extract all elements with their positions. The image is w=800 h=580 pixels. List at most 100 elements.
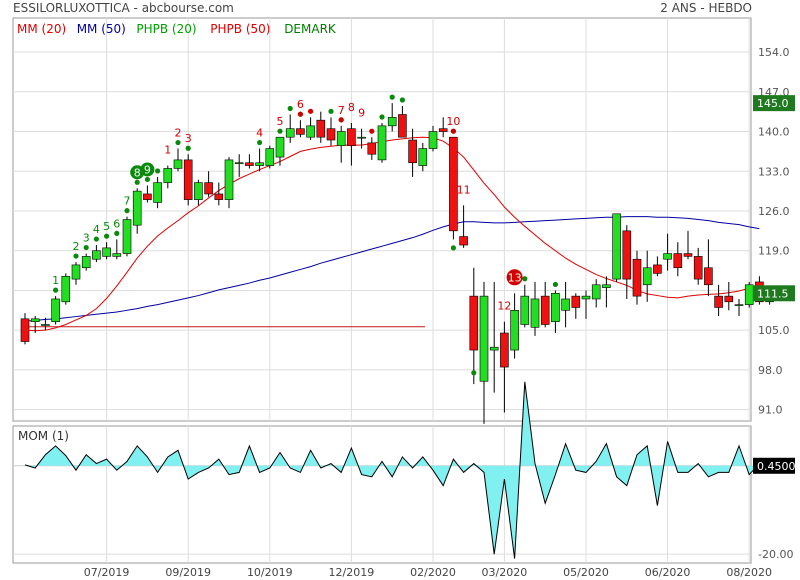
demark-count-red: 11 (457, 183, 471, 196)
phpb-dot-green (175, 139, 181, 146)
legend: MM (20) MM (50) PHPB (20) PHPB (50) DEMARK (17, 22, 337, 36)
candle-body (398, 114, 407, 138)
candle-body (489, 346, 499, 351)
candle-body (581, 295, 591, 300)
demark-count-green: 2 (73, 240, 80, 253)
demark-count-circle (506, 269, 523, 286)
phpb-dot-red (308, 108, 314, 114)
candle-body (438, 128, 448, 132)
x-tick-label: 07/2019 (84, 566, 130, 579)
price-tick-label: 91.0 (758, 404, 783, 417)
price-tick-label: 126.0 (758, 205, 790, 218)
candle-body (459, 236, 468, 246)
momentum-tag (753, 457, 795, 474)
phpb-dot-green (93, 236, 99, 242)
candle-body (102, 247, 111, 257)
candle-body (20, 318, 30, 342)
phpb-dot-red (369, 128, 375, 134)
phpb-dot-red (297, 111, 303, 117)
demark-count-red: 5 (277, 115, 284, 128)
candle-body (173, 159, 183, 169)
candle-body (357, 136, 366, 139)
candle-body (61, 275, 71, 303)
candle-body (92, 250, 101, 260)
candle-body (714, 295, 723, 308)
demark-count-green: 4 (93, 223, 100, 236)
x-tick-label: 10/2019 (247, 566, 293, 579)
candle-body (428, 131, 438, 149)
candle-body (724, 295, 734, 303)
chart-title: ESSILORLUXOTTICA - abcbourse.com (13, 1, 234, 15)
candle-body (112, 253, 122, 257)
candle-body (734, 304, 744, 306)
demark-count-red: 9 (358, 107, 365, 120)
phpb-dot-green (104, 233, 110, 239)
period-label: 2 ANS - HEBDO (660, 1, 752, 15)
price-tick-label: 154.0 (758, 46, 790, 59)
phpb-dot-red (450, 128, 456, 134)
demark-count-red: 2 (175, 127, 182, 140)
price-tick-label: 133.0 (758, 165, 790, 178)
momentum-label: MOM (1) (18, 429, 69, 443)
phpb-dot-green (155, 168, 161, 174)
demark-count-red: 3 (185, 132, 192, 145)
phpb-dot-green (257, 139, 263, 146)
price-tick-label: 140.0 (758, 126, 790, 139)
demark-count-green: 9 (144, 163, 151, 176)
candle-body (449, 136, 458, 232)
candle-body (571, 295, 581, 308)
candle-body (245, 162, 254, 166)
legend-entry: PHPB (20) (136, 22, 196, 36)
momentum-tick-label: -20.00 (758, 548, 793, 561)
candle-body (204, 182, 213, 195)
demark-count-red: 1 (164, 144, 171, 157)
candle-body (336, 131, 346, 147)
candle-body (612, 213, 621, 280)
x-tick-label: 06/2020 (645, 566, 691, 579)
candle-body (663, 253, 672, 260)
candle-body (132, 190, 142, 226)
demark-count-red: 10 (446, 115, 460, 128)
legend-entry: MM (50) (77, 22, 126, 36)
momentum-panel (12, 425, 752, 564)
candle-body (520, 295, 530, 325)
candle-body (71, 264, 81, 280)
candle-body (183, 159, 193, 200)
demark-count-red: 8 (348, 101, 355, 114)
candle-body (194, 182, 203, 200)
phpb-dot-green (124, 208, 130, 214)
candle-body (540, 295, 550, 325)
demark-count-green: 5 (103, 220, 110, 233)
candle-body (81, 256, 91, 269)
demark-count-green: 8 (134, 166, 141, 179)
candle-body (693, 256, 703, 280)
candle-body (347, 128, 356, 147)
phpb-dot-green (389, 94, 395, 100)
legend-entry: MM (20) (17, 22, 66, 36)
candle-body (163, 168, 173, 183)
x-tick-label: 02/2020 (410, 566, 456, 579)
candle-body (306, 125, 315, 138)
candle-body (653, 264, 662, 274)
phpb-dot-green (73, 253, 79, 259)
candle-body (530, 298, 540, 328)
demark-count-green: 6 (113, 217, 120, 230)
price-tick-label: 105.0 (758, 324, 790, 337)
candle-body (387, 117, 397, 127)
demark-count-circle (140, 162, 155, 177)
candle-body (51, 298, 60, 322)
candle-body (214, 193, 224, 200)
candle-body (367, 142, 377, 155)
price-tick-label: 119.0 (758, 245, 790, 258)
x-tick-label: 09/2019 (165, 566, 211, 579)
phpb-dot-red (338, 117, 344, 123)
candle-body (591, 284, 601, 300)
candle-body (224, 159, 234, 200)
x-tick-label: 05/2020 (563, 566, 609, 579)
candle-body (408, 139, 417, 164)
candle-body (316, 119, 326, 138)
phpb-dot-green (522, 276, 528, 282)
price-tick-label: 98.0 (758, 364, 783, 377)
candle-body (510, 310, 519, 351)
momentum-line (24, 381, 760, 559)
